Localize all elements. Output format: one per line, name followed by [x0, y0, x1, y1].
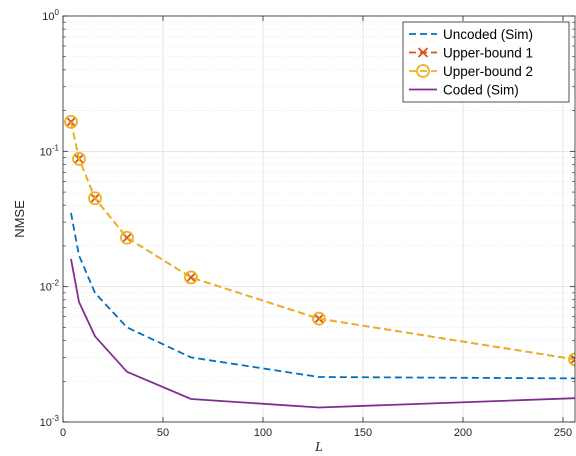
circle-marker: [64, 115, 78, 129]
legend-entry: Upper-bound 1: [409, 46, 533, 61]
x-marker: [569, 354, 575, 365]
x-marker: [313, 313, 325, 324]
series-0: [70, 212, 575, 380]
circle-marker: [88, 191, 102, 206]
circle-marker: [312, 311, 326, 326]
legend-entry: Coded (Sim): [409, 83, 519, 98]
x-marker: [417, 47, 429, 58]
ticks: 0 50 100 150 200 250 10-3 10-2 10-1 100: [40, 8, 575, 439]
y-tick-label: 100: [42, 8, 59, 23]
plot-frame: [62, 15, 576, 423]
circle-marker: [72, 151, 86, 166]
x-axis-label: L: [314, 440, 323, 455]
y-tick-label: 10-1: [40, 143, 60, 158]
series-layer: [64, 115, 575, 409]
x-tick-label: 150: [354, 427, 372, 439]
series-line: [70, 212, 575, 380]
legend: Uncoded (Sim) Upper-bound 1 Upper-bound 2 C…: [402, 21, 570, 103]
legend-label: Upper-bound 1: [443, 46, 533, 61]
y-tick-label: 10-3: [40, 414, 60, 429]
x-tick-label: 50: [157, 427, 169, 439]
x-tick-label: 200: [454, 427, 472, 439]
series-line: [70, 121, 575, 361]
legend-label: Coded (Sim): [443, 83, 519, 98]
legend-label: Uncoded (Sim): [443, 27, 533, 42]
legend-label: Upper-bound 2: [443, 64, 533, 79]
x-marker: [185, 272, 197, 283]
series-3: [70, 258, 575, 409]
x-tick-label: 250: [554, 427, 572, 439]
x-tick-label: 100: [254, 427, 272, 439]
series-line: [70, 258, 575, 409]
y-tick-label: 10-2: [40, 279, 60, 294]
circle-marker: [416, 64, 430, 78]
y-axis-label: NMSE: [12, 200, 27, 238]
x-tick-label: 0: [60, 427, 66, 439]
legend-entry: Uncoded (Sim): [409, 27, 533, 42]
circle-marker: [120, 230, 134, 245]
series-2: [64, 115, 575, 367]
circle-marker: [184, 270, 198, 285]
circle-marker: [568, 352, 575, 367]
legend-entry: Upper-bound 2: [409, 64, 533, 79]
